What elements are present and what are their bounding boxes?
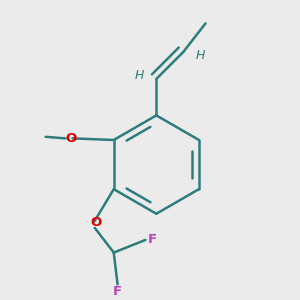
Text: F: F bbox=[113, 285, 122, 298]
Text: O: O bbox=[65, 132, 76, 145]
Text: O: O bbox=[91, 216, 102, 229]
Text: F: F bbox=[148, 233, 157, 246]
Text: H: H bbox=[134, 69, 144, 82]
Text: H: H bbox=[196, 49, 206, 62]
